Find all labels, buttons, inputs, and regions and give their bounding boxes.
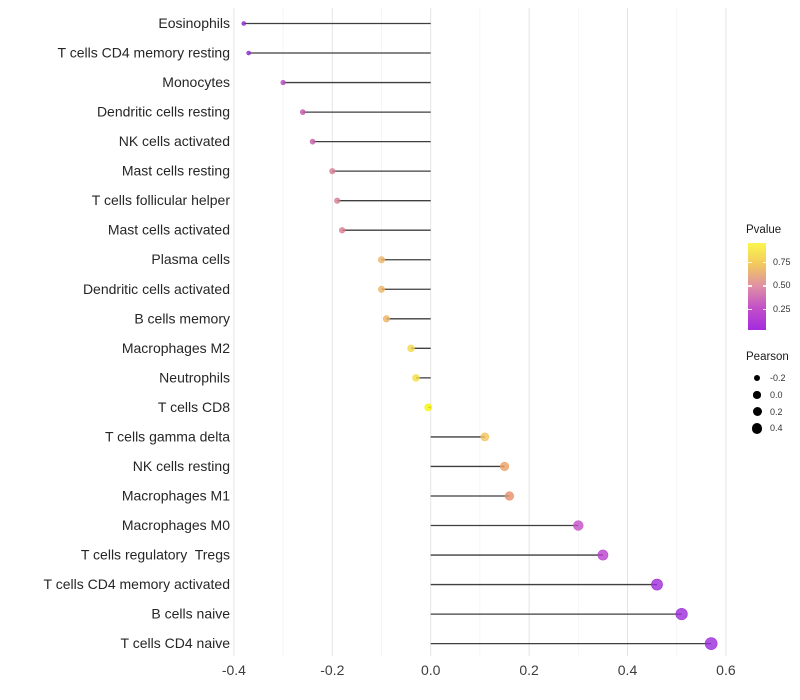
lollipop-point bbox=[407, 344, 415, 353]
y-axis-label: Macrophages M0 bbox=[122, 517, 230, 533]
pvalue-tick-label: 0.25 bbox=[773, 303, 791, 314]
pearson-size-dot bbox=[751, 423, 763, 434]
x-axis-tick-label: 0.4 bbox=[618, 662, 638, 678]
lollipop-point bbox=[704, 637, 718, 650]
x-axis-tick-label: -0.2 bbox=[320, 662, 344, 678]
y-axis-label: T cells CD4 memory resting bbox=[58, 45, 230, 61]
y-axis-label: Macrophages M1 bbox=[122, 487, 230, 503]
lollipop-point bbox=[309, 138, 316, 145]
dot-wrap bbox=[746, 423, 768, 434]
colorbar-tick bbox=[748, 308, 752, 310]
colorbar-tick bbox=[748, 262, 752, 264]
pearson-item-label: -0.2 bbox=[770, 373, 786, 384]
pvalue-colorbar-wrap: 0.75 0.50 0.25 bbox=[748, 243, 800, 330]
x-axis-tick-label: 0.2 bbox=[519, 662, 539, 678]
y-axis-label: NK cells resting bbox=[133, 458, 230, 474]
y-axis-label: Eosinophils bbox=[158, 15, 230, 31]
y-axis-label: NK cells activated bbox=[119, 133, 230, 149]
pvalue-legend-title: Pvalue bbox=[746, 224, 782, 236]
colorbar-tick bbox=[762, 262, 766, 264]
pearson-size-dot bbox=[754, 375, 760, 382]
y-axis-label: B cells naive bbox=[151, 606, 230, 622]
y-axis-label: Macrophages M2 bbox=[122, 340, 230, 356]
y-axis-label: T cells follicular helper bbox=[92, 192, 231, 208]
pearson-legend-title: Pearson bbox=[746, 351, 789, 363]
y-axis-label: Mast cells resting bbox=[122, 163, 230, 179]
pearson-item-label: 0.0 bbox=[770, 390, 783, 401]
pearson-legend-row: 0.0 bbox=[746, 387, 800, 404]
dot-wrap bbox=[746, 391, 768, 399]
colorbar-tick bbox=[762, 285, 766, 287]
y-axis-label: T cells CD8 bbox=[158, 399, 230, 415]
pvalue-tick-label: 0.75 bbox=[773, 257, 791, 267]
pearson-size-dot bbox=[753, 391, 761, 399]
dot-wrap bbox=[746, 375, 768, 382]
lollipop-point bbox=[675, 608, 688, 621]
lollipop-point bbox=[504, 491, 515, 501]
y-axis-label: T cells gamma delta bbox=[105, 428, 230, 444]
lollipop-point bbox=[499, 461, 510, 471]
pvalue-legend: Pvalue 0.75 0.50 0.25 bbox=[746, 224, 800, 330]
dot-wrap bbox=[746, 407, 768, 417]
colorbar-tick bbox=[762, 308, 766, 310]
pearson-item-label: 0.4 bbox=[770, 423, 783, 434]
pearson-legend-row: 0.4 bbox=[746, 420, 800, 437]
lollipop-point bbox=[299, 109, 306, 115]
pearson-legend: Pearson -0.2 0.0 0.2 0.4 bbox=[746, 351, 800, 437]
lollipop-point bbox=[378, 256, 385, 264]
lollipop-point bbox=[246, 50, 251, 56]
colorbar-tick bbox=[748, 285, 752, 287]
y-axis-label: T cells regulatory Tregs bbox=[81, 547, 230, 563]
y-axis-label: Dendritic cells resting bbox=[97, 104, 230, 120]
y-axis-label: Mast cells activated bbox=[108, 222, 230, 238]
x-axis-tick-label: -0.4 bbox=[222, 662, 246, 678]
x-axis-tick-label: 0.6 bbox=[716, 662, 736, 678]
pearson-size-dot bbox=[752, 407, 762, 417]
y-axis-label: Plasma cells bbox=[151, 251, 230, 267]
lollipop-point bbox=[378, 285, 385, 293]
y-axis-label: Monocytes bbox=[162, 74, 230, 90]
lollipop-point bbox=[280, 79, 286, 86]
y-axis-label: Dendritic cells activated bbox=[83, 281, 230, 297]
lollipop-point bbox=[241, 21, 247, 26]
lollipop-point bbox=[424, 403, 433, 412]
pvalue-tick-label: 0.50 bbox=[773, 280, 791, 291]
lollipop-point bbox=[329, 168, 336, 175]
pvalue-colorbar bbox=[748, 243, 766, 330]
pearson-legend-row: 0.2 bbox=[746, 403, 800, 420]
y-axis-label: B cells memory bbox=[134, 310, 230, 326]
lollipop-point bbox=[382, 315, 390, 323]
pearson-item-label: 0.2 bbox=[770, 406, 783, 417]
lollipop-point bbox=[334, 197, 341, 204]
lollipop-point bbox=[412, 374, 420, 382]
lollipop-point bbox=[480, 432, 490, 442]
y-axis-label: T cells CD4 memory activated bbox=[44, 576, 230, 592]
y-axis-label: Neutrophils bbox=[159, 369, 230, 385]
lollipop-point bbox=[573, 520, 584, 531]
y-axis-label: T cells CD4 naive bbox=[121, 635, 231, 651]
lollipop-point bbox=[651, 578, 663, 591]
lollipop-point bbox=[597, 549, 609, 561]
lollipop-point bbox=[339, 227, 346, 234]
x-axis-tick-label: 0.0 bbox=[421, 662, 441, 678]
pearson-legend-row: -0.2 bbox=[746, 370, 800, 387]
